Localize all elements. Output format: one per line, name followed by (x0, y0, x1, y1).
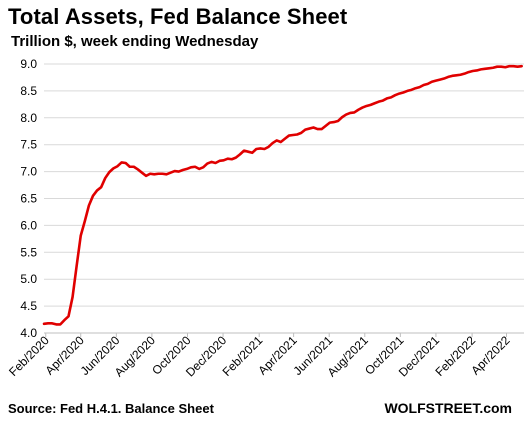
y-tick-label: 6.5 (20, 192, 37, 206)
line-chart: 4.04.55.05.56.06.57.07.58.08.59.0Feb/202… (6, 57, 524, 379)
series-layer (42, 64, 523, 326)
x-tick-label: Apr/2022 (468, 333, 513, 378)
y-tick-label: 7.5 (20, 138, 37, 152)
y-tick-label: 9.0 (20, 57, 37, 71)
total-assets-line (42, 64, 523, 326)
y-tick-label: 4.5 (20, 299, 37, 313)
y-tick-label: 7.0 (20, 165, 37, 179)
grid-lines (44, 63, 524, 334)
axes (44, 332, 524, 337)
tick-labels: 4.04.55.05.56.06.57.07.58.08.59.0Feb/202… (6, 57, 513, 379)
y-tick-label: 6.0 (20, 218, 37, 232)
y-tick-label: 5.5 (20, 245, 37, 259)
source-note: Source: Fed H.4.1. Balance Sheet (8, 401, 214, 416)
y-tick-label: 8.0 (20, 111, 37, 125)
y-tick-label: 5.0 (20, 272, 37, 286)
y-tick-label: 4.0 (20, 326, 37, 340)
y-tick-label: 8.5 (20, 84, 37, 98)
chart-subtitle: Trillion $, week ending Wednesday (11, 33, 259, 50)
brand-label: WOLFSTREET.com (384, 400, 512, 416)
chart-title: Total Assets, Fed Balance Sheet (8, 4, 348, 29)
